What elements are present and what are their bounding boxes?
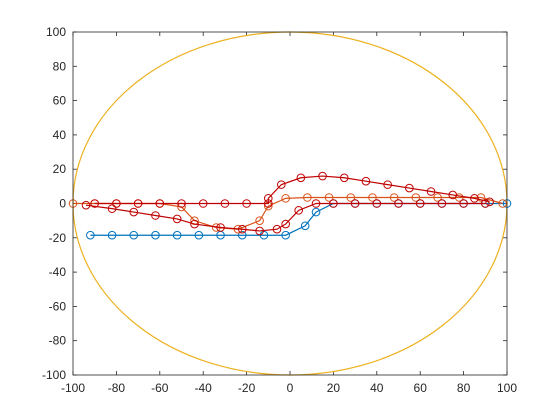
x-tick-label: 40	[370, 381, 384, 395]
data-point	[303, 193, 312, 202]
data-point	[216, 223, 225, 232]
data-point	[361, 176, 371, 186]
data-point	[324, 193, 334, 202]
data-point	[133, 199, 143, 208]
series-layer	[68, 31, 512, 376]
y-tick-label: 40	[53, 128, 67, 142]
data-point	[220, 199, 230, 208]
data-point	[426, 187, 436, 196]
data-point	[198, 199, 208, 208]
data-point	[259, 230, 269, 240]
data-point	[498, 199, 507, 208]
data-point	[437, 199, 447, 208]
data-point	[383, 180, 392, 189]
data-point	[81, 200, 91, 210]
data-point	[433, 193, 442, 202]
y-tick-label: -40	[49, 265, 67, 279]
series-4	[90, 171, 494, 208]
y-axis: 100 80 60 40 20 0 -20 -40 -60 -80 -100	[42, 25, 507, 382]
data-point	[112, 199, 121, 208]
x-tick-label: 60	[414, 381, 428, 395]
data-point	[448, 190, 458, 200]
x-tick-label: -100	[61, 381, 85, 395]
data-point	[311, 207, 321, 217]
data-point	[318, 171, 327, 181]
data-point	[415, 199, 425, 208]
data-point	[346, 193, 356, 202]
x-tick-label: 20	[327, 381, 341, 395]
data-point	[281, 194, 290, 203]
data-point	[237, 230, 247, 240]
data-point	[329, 199, 338, 208]
x-tick-label: -60	[151, 381, 169, 395]
y-tick-label: 20	[53, 162, 67, 176]
y-tick-label: -100	[42, 368, 66, 382]
data-point	[86, 230, 95, 240]
data-point	[389, 193, 399, 202]
data-point	[177, 199, 186, 208]
data-point	[281, 230, 290, 240]
data-point	[339, 173, 349, 183]
x-tick-label: 80	[457, 381, 471, 395]
data-point	[190, 219, 199, 229]
y-tick-label: 60	[53, 94, 67, 108]
data-point	[481, 199, 490, 208]
data-point	[255, 216, 264, 225]
y-tick-label: -20	[49, 231, 67, 245]
x-tick-label: -20	[238, 381, 256, 395]
plot-frame	[72, 31, 508, 376]
series-line	[94, 175, 490, 205]
data-point	[296, 173, 306, 183]
x-tick-label: 100	[497, 381, 517, 395]
data-point	[350, 199, 360, 208]
data-point	[372, 199, 382, 208]
x-tick-label: 0	[287, 381, 294, 395]
data-point	[470, 194, 479, 203]
data-point	[294, 206, 303, 215]
y-tick-label: -80	[49, 334, 67, 348]
data-point	[411, 193, 421, 202]
data-point	[151, 230, 160, 240]
data-point	[485, 197, 494, 207]
data-point	[151, 211, 160, 220]
data-point	[107, 230, 117, 240]
data-point	[264, 199, 273, 208]
data-point	[172, 214, 182, 224]
data-point	[237, 224, 247, 234]
data-point	[129, 207, 139, 217]
data-point	[300, 221, 310, 231]
y-tick-label: -60	[49, 299, 67, 313]
data-point	[272, 224, 282, 234]
data-point	[394, 199, 403, 208]
data-point	[242, 199, 251, 208]
series-line	[85, 202, 486, 232]
y-tick-label: 80	[53, 59, 67, 73]
x-tick-label: -80	[108, 381, 126, 395]
y-tick-label: 100	[46, 25, 66, 39]
data-point	[277, 180, 286, 189]
data-point	[368, 193, 377, 202]
y-tick-label: 0	[59, 197, 66, 211]
data-point	[281, 219, 290, 229]
data-point	[255, 226, 264, 236]
data-point	[155, 199, 165, 208]
data-point	[107, 204, 117, 213]
data-point	[264, 194, 273, 203]
data-point	[194, 230, 204, 240]
data-point	[129, 230, 139, 240]
series-3	[81, 199, 490, 236]
data-point	[172, 230, 182, 240]
data-point	[476, 193, 486, 202]
data-point	[405, 183, 414, 193]
data-point	[90, 199, 99, 208]
x-axis: -100 -80 -60 -40 -20 0 20 40 60 80 100	[61, 32, 517, 395]
data-point	[459, 199, 468, 208]
data-point	[311, 199, 321, 208]
x-tick-label: -40	[195, 381, 213, 395]
